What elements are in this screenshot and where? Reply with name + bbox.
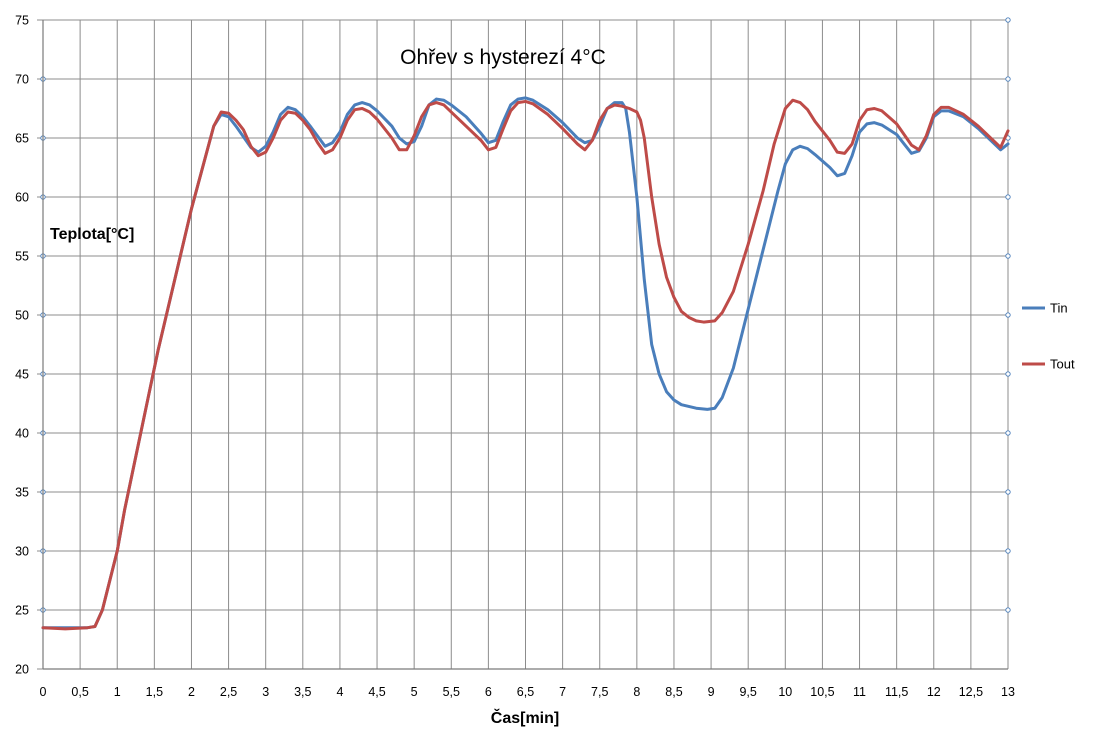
- x-axis-title: Čas[min]: [491, 708, 559, 727]
- x-tick-label: 3,5: [294, 685, 311, 699]
- y-tick-label: 30: [15, 545, 29, 559]
- y-axis-title: Teplota[°C]: [50, 226, 134, 243]
- tick-labels: 0 0,5 1 1,5 2 2,5 3 3,5 4 4,5 5 5,5 6 6,5 7 7,5 8 8,5 9 9,5…: [15, 14, 1015, 700]
- right-axis-marker: [1005, 548, 1011, 554]
- x-tick-label: 11: [853, 685, 866, 699]
- x-tick-label: 6: [485, 685, 492, 699]
- x-tick-label: 10,5: [810, 685, 834, 699]
- right-axis-marker: [1005, 430, 1011, 436]
- x-tick-label: 12: [927, 685, 941, 699]
- x-tick-label: 12,5: [959, 685, 983, 699]
- x-tick-label: 0: [40, 685, 47, 699]
- right-axis-marker: [1005, 194, 1011, 200]
- right-axis-marker: [1005, 253, 1011, 259]
- right-axis-marker: [1005, 607, 1011, 613]
- right-axis-marker: [1005, 17, 1011, 23]
- x-tick-label: 3: [262, 685, 269, 699]
- x-tick-label: 1: [114, 685, 121, 699]
- x-tick-label: 5,5: [443, 685, 460, 699]
- y-tick-label: 25: [15, 604, 29, 618]
- y-tick-label: 20: [15, 663, 29, 677]
- x-tick-label: 2,5: [220, 685, 237, 699]
- x-tick-label: 4,5: [368, 685, 385, 699]
- series-line-tin: [41, 96, 1010, 630]
- grid: [37, 17, 1011, 670]
- chart-title: Ohřev s hysterezí 4°C: [400, 46, 606, 69]
- x-tick-label: 2: [188, 685, 195, 699]
- x-tick-label: 5: [411, 685, 418, 699]
- x-tick-label: 7: [559, 685, 566, 699]
- legend-label-tout: Tout: [1050, 357, 1075, 372]
- right-axis-marker: [1005, 371, 1011, 377]
- x-tick-label: 6,5: [517, 685, 534, 699]
- legend-label-tin: Tin: [1050, 301, 1068, 316]
- y-tick-label: 55: [15, 250, 29, 264]
- y-tick-label: 50: [15, 309, 29, 323]
- right-axis-marker: [1005, 489, 1011, 495]
- x-tick-label: 0,5: [71, 685, 88, 699]
- x-tick-label: 10: [778, 685, 792, 699]
- x-tick-label: 8: [633, 685, 640, 699]
- series-group: [41, 96, 1010, 631]
- x-tick-label: 11,5: [885, 685, 908, 699]
- x-tick-label: 13: [1001, 685, 1015, 699]
- y-tick-label: 35: [15, 486, 29, 500]
- series-line-tout: [41, 98, 1010, 631]
- y-tick-label: 40: [15, 427, 29, 441]
- legend: Tin Tout: [1022, 301, 1075, 372]
- x-tick-label: 7,5: [591, 685, 608, 699]
- axes: [42, 20, 1008, 670]
- y-tick-label: 75: [15, 14, 29, 28]
- x-tick-label: 4: [336, 685, 343, 699]
- y-tick-label: 60: [15, 191, 29, 205]
- y-tick-label: 45: [15, 368, 29, 382]
- y-tick-label: 65: [15, 132, 29, 146]
- x-tick-label: 1,5: [146, 685, 163, 699]
- y-tick-label: 70: [15, 73, 29, 87]
- x-tick-label: 8,5: [665, 685, 682, 699]
- right-axis-marker: [1005, 312, 1011, 318]
- right-axis-marker: [1005, 76, 1011, 82]
- x-tick-label: 9: [708, 685, 715, 699]
- x-tick-label: 9,5: [739, 685, 756, 699]
